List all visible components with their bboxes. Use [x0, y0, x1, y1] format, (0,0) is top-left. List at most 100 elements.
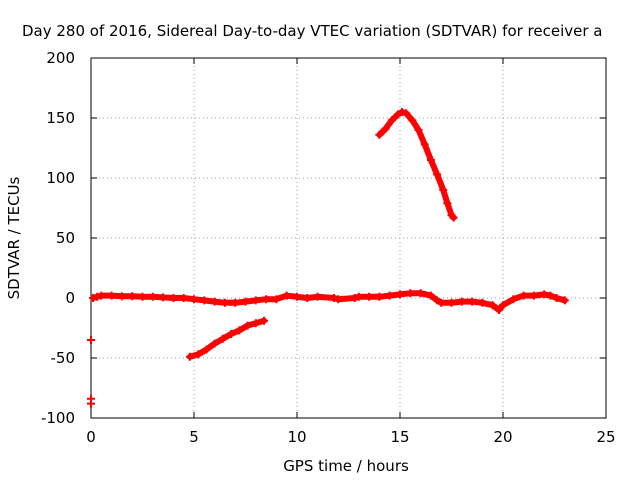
data-point — [241, 297, 250, 306]
data-point — [443, 199, 452, 208]
data-point — [437, 298, 446, 307]
y-tick-label: -50 — [51, 349, 76, 367]
data-point — [381, 124, 390, 133]
plot-area-frame — [90, 57, 607, 419]
y-tick-label: 200 — [46, 49, 75, 67]
data-point — [449, 213, 458, 222]
data-point — [402, 109, 411, 118]
data-point — [128, 292, 137, 301]
y-tick-label: 100 — [46, 169, 75, 187]
data-point — [282, 291, 291, 300]
data-point — [334, 295, 343, 304]
data-point — [210, 339, 219, 348]
data-point — [406, 289, 415, 298]
data-point — [190, 295, 198, 304]
data-point — [375, 130, 384, 139]
x-tick-label: 20 — [493, 428, 512, 446]
data-point — [251, 296, 260, 305]
data-point — [93, 292, 102, 301]
chart-title: Day 280 of 2016, Sidereal Day-to-day VTE… — [22, 22, 603, 40]
data-point — [200, 296, 209, 305]
data-point — [552, 294, 561, 302]
data-point — [519, 291, 528, 300]
data-point — [235, 326, 244, 335]
data-point — [478, 298, 487, 307]
data-point — [414, 126, 423, 134]
data-point — [202, 345, 211, 354]
series-trace — [376, 109, 457, 221]
x-tick-label: 25 — [596, 428, 615, 446]
data-point — [262, 295, 271, 304]
data-point — [169, 294, 178, 302]
data-point — [499, 301, 507, 310]
data-point — [426, 156, 435, 164]
data-marks — [87, 108, 569, 408]
series-trace — [186, 317, 268, 360]
data-point — [260, 316, 269, 325]
y-tick-label: 50 — [56, 229, 75, 247]
data-point — [179, 294, 188, 302]
y-tick-label: 0 — [65, 289, 75, 307]
data-point — [220, 298, 229, 307]
data-point — [387, 116, 396, 125]
data-point — [138, 292, 147, 301]
data-point — [420, 140, 429, 149]
data-point — [330, 294, 339, 302]
data-point — [185, 352, 194, 361]
data-point — [529, 291, 538, 300]
data-point — [433, 170, 442, 179]
x-tick-label: 15 — [390, 428, 409, 446]
data-point — [560, 296, 569, 305]
data-point — [354, 292, 363, 301]
data-point — [107, 291, 116, 300]
grid-lines — [91, 58, 606, 418]
data-point — [509, 295, 518, 304]
data-point — [350, 294, 359, 302]
data-point — [439, 186, 448, 194]
data-point — [210, 297, 219, 306]
data-point — [546, 291, 555, 300]
y-tick-label: -100 — [41, 409, 75, 427]
data-point — [375, 292, 384, 301]
x-axis-title: GPS time / hours — [283, 457, 409, 475]
data-point — [365, 292, 374, 301]
data-point — [457, 297, 466, 306]
data-point — [227, 330, 236, 338]
data-point — [87, 336, 95, 344]
data-point — [194, 350, 203, 359]
data-point — [540, 290, 549, 299]
data-point — [447, 298, 456, 307]
data-point — [89, 294, 98, 302]
data-point — [396, 290, 404, 299]
data-point — [393, 110, 402, 119]
y-axis-title: SDTVAR / TECUs — [5, 176, 23, 299]
data-point — [408, 116, 417, 125]
data-point — [251, 319, 260, 328]
data-point — [159, 293, 168, 302]
x-tick-label: 10 — [287, 428, 306, 446]
y-tick-label: 150 — [46, 109, 75, 127]
data-point — [87, 399, 95, 408]
data-point — [426, 291, 435, 300]
data-point — [272, 295, 281, 304]
data-point — [293, 292, 301, 301]
x-tick-label: 5 — [189, 428, 199, 446]
x-tick-label: 0 — [86, 428, 96, 446]
data-point — [433, 296, 442, 305]
data-point — [385, 291, 394, 300]
data-point — [148, 292, 157, 301]
data-point — [231, 298, 240, 307]
data-point — [488, 301, 497, 310]
data-point — [398, 108, 407, 116]
data-point — [494, 306, 503, 314]
data-point — [97, 291, 106, 300]
data-point — [313, 292, 322, 301]
data-point — [243, 321, 252, 330]
data-point — [303, 294, 312, 302]
data-point — [468, 297, 477, 306]
data-point — [218, 334, 227, 343]
axis-ticks: 0 5 10 15 20 25 -100 -50 0 50 100 150 200 — [41, 49, 616, 446]
data-point — [416, 289, 425, 298]
data-point — [117, 292, 126, 301]
